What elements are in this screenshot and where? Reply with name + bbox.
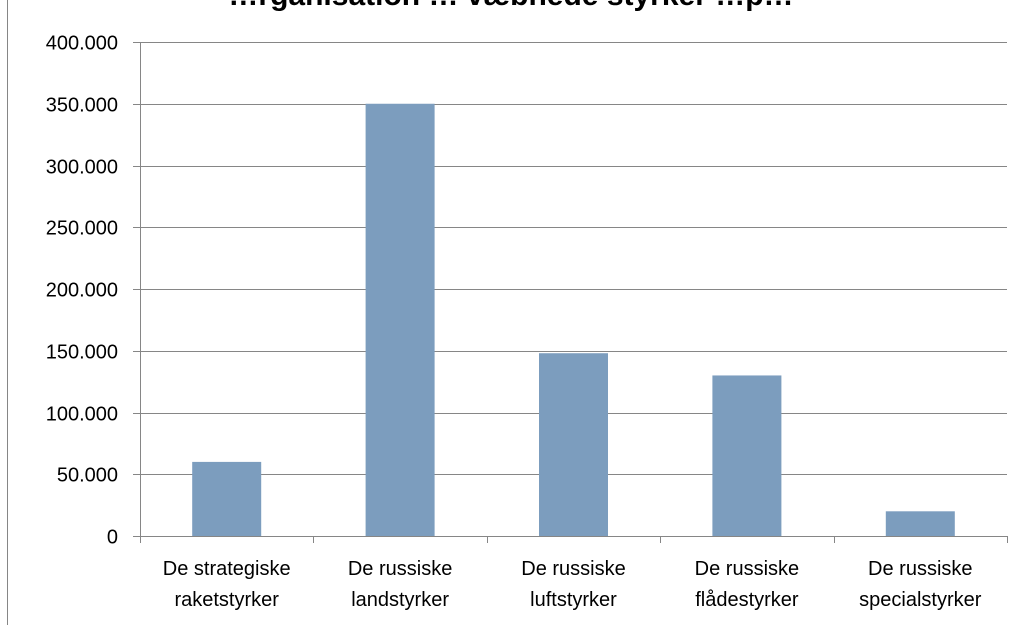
x-tick-label: luftstyrker [530,589,617,611]
y-tick-label: 0 [107,527,118,549]
x-tick-label: De russiske [868,558,972,580]
bar [886,511,955,536]
bars [192,104,955,536]
chart-frame [8,0,1022,625]
x-tick-label: De russiske [521,558,625,580]
x-axis-tick-labels: De strategiske raketstyrker De russiske lan… [163,558,982,611]
y-tick-label: 50.000 [57,465,118,487]
bar [366,104,435,536]
x-tick-label: De strategiske [163,558,291,580]
bar [192,462,261,536]
bar [539,353,608,536]
y-tick-label: 100.000 [46,404,118,426]
bar [712,375,781,536]
y-axis-tick-labels: 0 50.000 100.000 150.000 200.000 250.000 300.0… [46,33,118,549]
x-tick-label: De russiske [695,558,799,580]
y-tick-label: 400.000 [46,33,118,55]
x-tick-label: flådestyrker [695,589,799,611]
y-tick-label: 300.000 [46,157,118,179]
x-tick-label: De russiske [348,558,452,580]
y-tick-label: 200.000 [46,280,118,302]
y-tick-label: 150.000 [46,342,118,364]
y-tick-label: 250.000 [46,218,118,240]
y-tick-label: 350.000 [46,95,118,117]
x-tick-label: specialstyrker [859,589,982,611]
chart-title: …rganisation … væbnede styrker …p… [0,0,1022,13]
x-tick-label: landstyrker [351,589,449,611]
x-tick-label: raketstyrker [174,589,279,611]
